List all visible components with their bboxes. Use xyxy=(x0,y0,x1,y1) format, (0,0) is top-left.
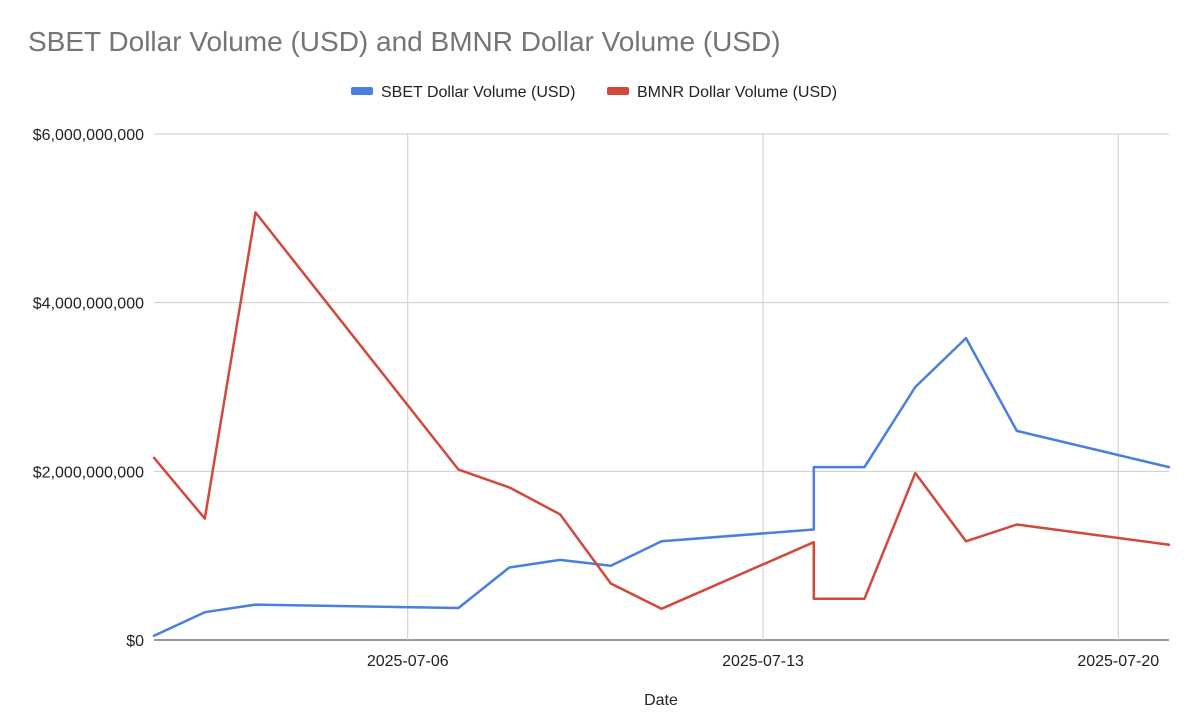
grid-lines xyxy=(154,134,1169,640)
legend-label-sbet: SBET Dollar Volume (USD) xyxy=(381,84,575,101)
series-line-bmnr xyxy=(154,212,1169,608)
legend: SBET Dollar Volume (USD) BMNR Dollar Vol… xyxy=(351,84,837,101)
series-lines xyxy=(154,212,1169,635)
y-tick-label: $6,000,000,000 xyxy=(33,127,144,144)
x-tick-label: 2025-07-20 xyxy=(1077,653,1159,670)
legend-label-bmnr: BMNR Dollar Volume (USD) xyxy=(637,84,837,101)
x-axis-ticks: 2025-07-06 2025-07-13 2025-07-20 xyxy=(367,653,1159,670)
y-axis-ticks: $0 $2,000,000,000 $4,000,000,000 $6,000,000… xyxy=(33,127,144,650)
series-line-sbet xyxy=(154,338,1169,636)
legend-swatch-bmnr xyxy=(607,87,629,95)
x-tick-label: 2025-07-13 xyxy=(722,653,804,670)
x-axis-label: Date xyxy=(644,692,678,709)
y-tick-label: $2,000,000,000 xyxy=(33,464,144,481)
legend-item-sbet[interactable]: SBET Dollar Volume (USD) xyxy=(351,84,575,101)
legend-swatch-sbet xyxy=(351,87,373,95)
y-tick-label: $0 xyxy=(126,633,144,650)
legend-item-bmnr[interactable]: BMNR Dollar Volume (USD) xyxy=(607,84,837,101)
y-tick-label: $4,000,000,000 xyxy=(33,296,144,313)
x-tick-label: 2025-07-06 xyxy=(367,653,449,670)
